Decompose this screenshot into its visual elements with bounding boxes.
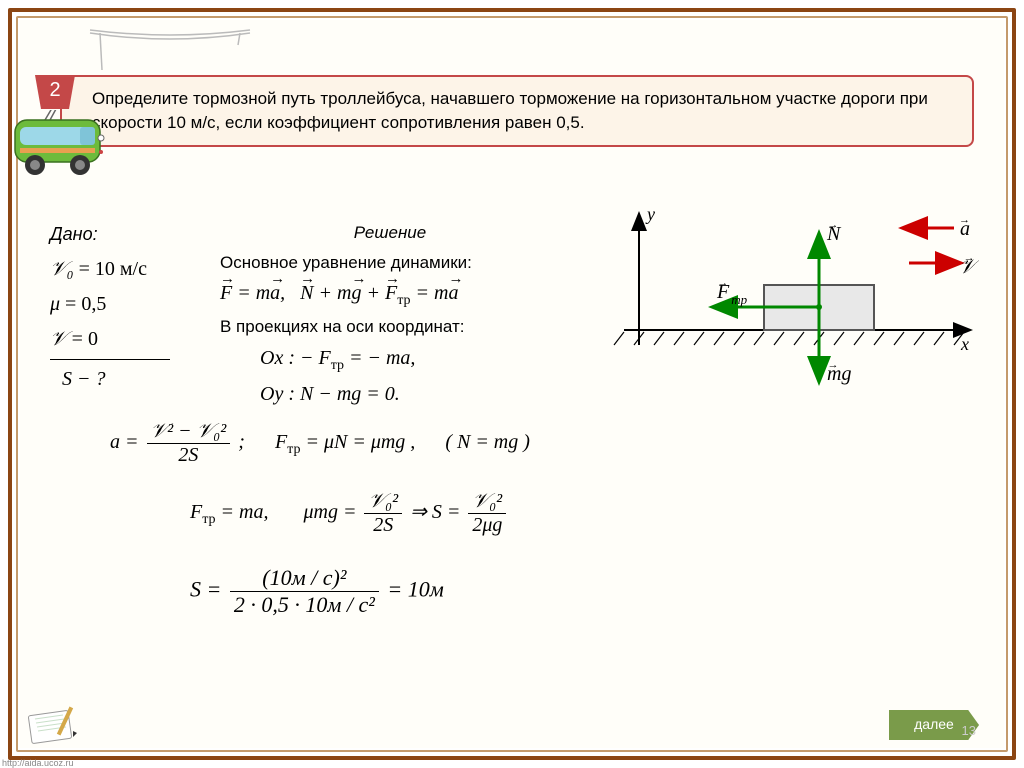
sol-line3: В проекциях на оси координат: <box>220 314 560 340</box>
slide-content: 2 Определите тормозной путь троллейбуса,… <box>20 20 1004 748</box>
given-divider <box>50 359 170 360</box>
label-y: y <box>645 204 655 224</box>
label-Ftr: F→тр <box>716 277 748 307</box>
given-v0: 𝒱₀ = 10 м/с <box>50 253 190 285</box>
formula-ftr: Fтр = μN = μmg , <box>275 431 420 453</box>
given-v: 𝒱 = 0 <box>50 323 190 355</box>
page-number: 13 <box>962 723 976 738</box>
trolley-wires <box>80 25 260 75</box>
trolleybus-illustration <box>10 110 110 180</box>
problem-statement: Определите тормозной путь троллейбуса, н… <box>60 75 974 147</box>
solution-title: Решение <box>220 220 560 246</box>
problem-number-badge: 2 <box>35 75 75 109</box>
sol-oy: Oy : N − mg = 0. <box>260 379 560 409</box>
given-mu: μ = 0,5 <box>50 288 190 320</box>
label-x: x <box>960 334 969 354</box>
given-find: S − ? <box>62 363 190 395</box>
solution-section: Решение Основное уравнение динамики: F =… <box>220 220 560 412</box>
formula-row2: Fтр = ma, μmg = 𝒱₀²2S ⇒ S = 𝒱₀²2μg <box>190 501 509 523</box>
given-section: Дано: 𝒱₀ = 10 м/с μ = 0,5 𝒱 = 0 S − ? <box>50 220 190 398</box>
label-a: a→ <box>959 214 970 240</box>
given-title: Дано: <box>50 220 190 249</box>
sol-eq-dynamics: F = ma, N + mg + Fтр = ma <box>220 278 560 311</box>
formula-a: a = 𝒱² − 𝒱₀²2S ; <box>110 431 250 453</box>
label-mg: mg→ <box>827 359 851 385</box>
footer-url: http://aida.ucoz.ru <box>2 758 74 768</box>
formula-final: S = (10м / с)²2 · 0,5 · 10м / с² = 10м <box>190 565 444 618</box>
label-N: N→ <box>826 219 842 245</box>
sol-ox: Ox : − Fтр = − ma, <box>260 343 560 376</box>
formula-row1: a = 𝒱² − 𝒱₀²2S ; Fтр = μN = μmg , ( N = … <box>110 420 810 537</box>
notebook-icon <box>25 701 85 746</box>
free-body-diagram: y x N→ F→тр mg→ a→ 𝒱→ <box>599 200 979 400</box>
problem-text: Определите тормозной путь троллейбуса, н… <box>92 89 928 132</box>
formula-n: ( N = mg ) <box>445 431 530 453</box>
label-v: 𝒱→ <box>959 252 979 278</box>
